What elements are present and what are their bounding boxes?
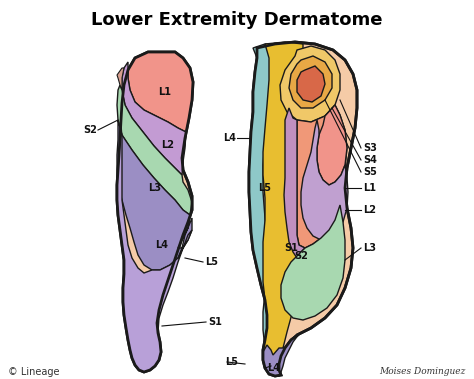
Polygon shape bbox=[122, 62, 186, 175]
Polygon shape bbox=[284, 108, 305, 258]
Text: L1: L1 bbox=[363, 183, 376, 193]
Polygon shape bbox=[117, 85, 192, 215]
Polygon shape bbox=[117, 120, 192, 270]
Polygon shape bbox=[297, 66, 325, 102]
Text: L4: L4 bbox=[155, 240, 168, 250]
Polygon shape bbox=[249, 42, 357, 376]
Text: S2: S2 bbox=[294, 251, 308, 261]
Text: L4: L4 bbox=[223, 133, 236, 143]
Polygon shape bbox=[117, 68, 124, 90]
Polygon shape bbox=[281, 205, 345, 320]
Text: L5: L5 bbox=[225, 357, 238, 367]
Text: L4: L4 bbox=[267, 363, 280, 373]
Polygon shape bbox=[249, 44, 275, 358]
Text: Moises Dominguez: Moises Dominguez bbox=[380, 368, 466, 376]
Text: S3: S3 bbox=[363, 143, 377, 153]
Text: S1: S1 bbox=[284, 243, 298, 253]
Polygon shape bbox=[117, 125, 192, 372]
Polygon shape bbox=[280, 46, 340, 122]
Polygon shape bbox=[128, 52, 193, 132]
Text: L2: L2 bbox=[162, 140, 174, 150]
Polygon shape bbox=[117, 52, 193, 372]
Polygon shape bbox=[297, 105, 347, 248]
Text: S2: S2 bbox=[83, 125, 97, 135]
Text: S4: S4 bbox=[363, 155, 377, 165]
Text: L5: L5 bbox=[258, 183, 272, 193]
Text: L1: L1 bbox=[158, 87, 172, 97]
Text: L3: L3 bbox=[148, 183, 162, 193]
Text: S1: S1 bbox=[208, 317, 222, 327]
Text: Lower Extremity Dermatome: Lower Extremity Dermatome bbox=[91, 11, 383, 29]
Polygon shape bbox=[263, 334, 299, 376]
Text: S5: S5 bbox=[363, 167, 377, 177]
Polygon shape bbox=[317, 105, 347, 185]
Text: L2: L2 bbox=[363, 205, 376, 215]
Text: © Lineage: © Lineage bbox=[8, 367, 60, 377]
Polygon shape bbox=[289, 56, 332, 108]
Polygon shape bbox=[301, 120, 348, 240]
Text: L5: L5 bbox=[205, 257, 218, 267]
Polygon shape bbox=[263, 42, 303, 376]
Text: L3: L3 bbox=[363, 243, 376, 253]
